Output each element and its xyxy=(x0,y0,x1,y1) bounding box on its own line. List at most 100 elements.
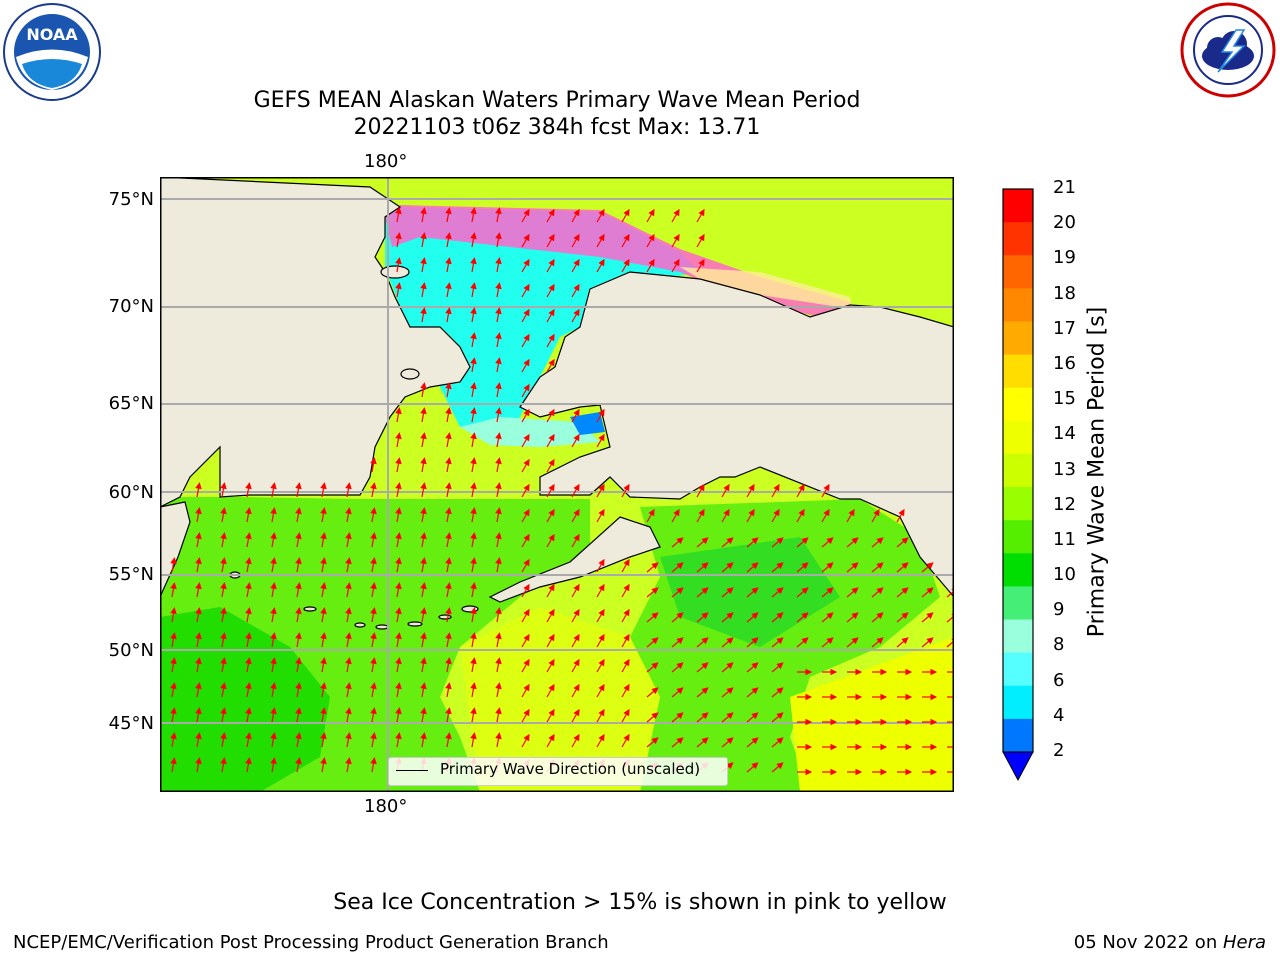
wave-arrow-head xyxy=(295,757,302,765)
wave-arrow-head xyxy=(345,682,352,690)
wave-arrow-head xyxy=(523,308,530,317)
wave-arrow-head xyxy=(420,482,427,490)
wave-arrow-head xyxy=(445,532,452,540)
wave-arrow-head xyxy=(926,587,934,595)
wave-arrow-head xyxy=(470,282,477,290)
wave-arrow-head xyxy=(701,612,709,620)
wave-arrow-head xyxy=(395,457,402,465)
wave-arrow-head xyxy=(573,233,580,242)
wave-arrow-head xyxy=(523,383,530,392)
wave-arrow-head xyxy=(548,258,555,267)
wave-arrow-head xyxy=(751,762,759,770)
wave-arrow-head xyxy=(470,382,477,390)
wave-arrow-head xyxy=(395,257,402,265)
wave-arrow-head xyxy=(495,657,502,665)
colorbar-band xyxy=(1003,652,1033,687)
wave-arrow-head xyxy=(420,457,427,465)
colorbar-band xyxy=(1003,420,1033,455)
wave-arrow-head xyxy=(220,632,227,640)
colorbar-tick-label: 15 xyxy=(1053,388,1076,410)
wave-arrow-head xyxy=(648,233,655,242)
wave-arrow-head xyxy=(195,532,202,540)
wave-arrow-head xyxy=(573,658,580,667)
wave-arrow-head xyxy=(523,208,530,217)
wave-arrow-head xyxy=(776,712,784,720)
wave-arrow-head xyxy=(905,668,913,676)
lat-label-50: 50°N xyxy=(108,640,154,661)
wave-arrow-head xyxy=(295,557,302,565)
wave-arrow-head xyxy=(823,508,830,517)
wave-arrow-head xyxy=(751,662,759,670)
colorbar-band xyxy=(1003,685,1033,720)
wave-arrow-head xyxy=(420,732,427,740)
wave-arrow-head xyxy=(776,662,784,670)
wave-arrow-head xyxy=(395,282,402,290)
wave-arrow-head xyxy=(826,637,834,645)
wave-arrow-head xyxy=(523,608,530,617)
wave-arrow-head xyxy=(573,583,580,592)
wave-arrow-head xyxy=(420,382,427,390)
wave-arrow-head xyxy=(395,232,402,240)
wave-arrow-head xyxy=(548,233,555,242)
wave-arrow-head xyxy=(848,508,855,517)
wave-arrow-head xyxy=(495,307,502,315)
wave-arrow-head xyxy=(773,508,780,517)
wave-arrow-head xyxy=(220,507,227,515)
wave-arrow-head xyxy=(855,768,863,776)
wave-arrow-head xyxy=(523,683,530,692)
wave-arrow-head xyxy=(245,507,252,515)
wave-arrow-head xyxy=(370,457,377,465)
wave-arrow-head xyxy=(345,507,352,515)
wave-arrow-head xyxy=(698,483,705,492)
wave-arrow-head xyxy=(623,233,630,242)
wave-arrow-head xyxy=(805,768,813,776)
wave-arrow-head xyxy=(830,693,838,701)
colorbar-tick-label: 17 xyxy=(1053,317,1076,339)
wave-arrow-head xyxy=(676,662,684,670)
wave-arrow-head xyxy=(445,632,452,640)
wave-arrow-head xyxy=(876,612,884,620)
wave-arrow-head xyxy=(548,508,555,517)
wave-arrow-head xyxy=(548,308,555,317)
wave-arrow-head xyxy=(701,712,709,720)
wave-arrow-head xyxy=(698,508,705,517)
wave-arrow-head xyxy=(801,637,809,645)
wave-arrow-head xyxy=(701,737,709,745)
wave-arrow-head xyxy=(623,633,630,642)
colorbar-band xyxy=(1003,553,1033,587)
wave-arrow-head xyxy=(876,637,884,645)
wave-arrow-head xyxy=(573,608,580,617)
wave-arrow-head xyxy=(470,582,477,590)
wave-arrow-head xyxy=(495,632,502,640)
wave-arrow-head xyxy=(623,208,630,217)
colorbar-tick-label: 11 xyxy=(1053,528,1076,550)
colorbar-border xyxy=(1002,188,1034,753)
wave-arrow-head xyxy=(445,207,452,215)
wave-arrow-head xyxy=(170,707,177,715)
wave-arrow-head xyxy=(495,482,502,490)
wave-arrow-head xyxy=(873,508,880,517)
wave-arrow-head xyxy=(220,757,227,765)
wave-arrow-head xyxy=(270,757,277,765)
wave-arrow-head xyxy=(598,658,605,667)
wave-arrow-head xyxy=(395,507,402,515)
wave-arrow-head xyxy=(195,757,202,765)
wave-arrow-head xyxy=(523,258,530,267)
wave-arrow-head xyxy=(801,612,809,620)
wave-arrow-head xyxy=(270,682,277,690)
wave-arrow-head xyxy=(470,357,477,365)
wave-arrow-head xyxy=(901,587,909,595)
wave-arrow-head xyxy=(445,682,452,690)
wave-arrow-head xyxy=(220,707,227,715)
wave-arrow-head xyxy=(523,483,530,492)
wave-arrow-head xyxy=(573,683,580,692)
wave-arrow-head xyxy=(773,483,780,492)
wave-arrow-head xyxy=(445,282,452,290)
wave-arrow-head xyxy=(548,408,555,417)
wave-arrow-head xyxy=(295,482,302,490)
wave-arrow-head xyxy=(395,582,402,590)
wave-arrow-head xyxy=(523,508,530,517)
wave-arrow-head xyxy=(548,608,555,617)
wave-arrow-head xyxy=(345,532,352,540)
period-4-region xyxy=(570,412,605,435)
